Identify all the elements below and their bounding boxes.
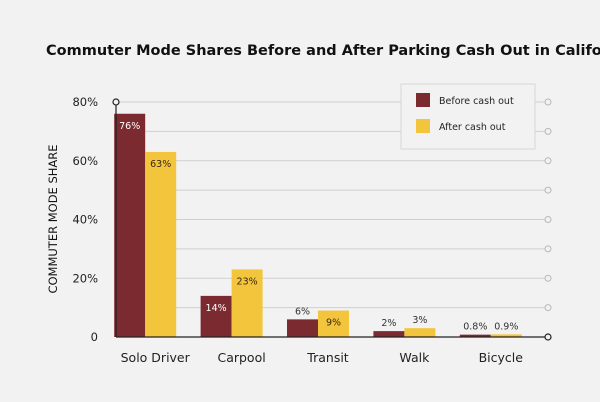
- bars: 76% 63% 14% 23% 6% 9% 2% 3% 0.8% 0.9%: [114, 113, 522, 337]
- legend-swatch-after: [416, 119, 430, 133]
- bar-before: [287, 319, 318, 337]
- y-tick-label: 0: [91, 330, 98, 344]
- bar-after: [404, 328, 436, 337]
- grid-line-end-marker: [544, 186, 552, 194]
- bar-before: [373, 331, 405, 337]
- grid-line-end-marker: [544, 127, 552, 135]
- x-tick-label: Transit: [306, 350, 349, 365]
- bar-after: [145, 151, 177, 337]
- legend-swatch-before: [416, 93, 430, 107]
- chart-title: Commuter Mode Shares Before and After Pa…: [46, 43, 600, 59]
- data-label: 0.9%: [494, 321, 518, 332]
- grid-line-end-marker: [544, 304, 552, 312]
- data-label: 3%: [412, 315, 427, 326]
- legend: Before cash out After cash out: [400, 83, 536, 150]
- data-label: 2%: [381, 318, 396, 329]
- data-label: 23%: [237, 276, 258, 287]
- grid-line-end-marker: [544, 98, 552, 106]
- y-tick-label: 80%: [72, 95, 98, 109]
- y-axis-label: COMMUTER MODE SHARE: [46, 144, 60, 293]
- x-tick-label: Walk: [399, 350, 430, 365]
- legend-label-before: Before cash out: [439, 96, 514, 107]
- bar-after: [318, 310, 349, 337]
- bar-before: [200, 295, 232, 337]
- data-label: 63%: [150, 159, 171, 170]
- grid: [116, 98, 552, 312]
- grid-line-end-marker: [544, 216, 552, 223]
- x-tick-label: Solo Driver: [121, 350, 191, 365]
- bar-after: [490, 334, 522, 337]
- bar-before: [114, 113, 146, 337]
- data-label: 14%: [206, 303, 227, 314]
- x-tick-label: Bicycle: [479, 350, 524, 365]
- y-tick-label: 40%: [72, 213, 98, 227]
- grid-line-end-marker: [544, 245, 552, 253]
- bar-before: [459, 334, 491, 337]
- axes: 0 20% 40% 60% 80% Solo Driver Carpool Transit Wa…: [72, 95, 552, 365]
- data-label: 76%: [119, 121, 140, 132]
- grid-line-end-marker: [544, 274, 552, 282]
- y-tick-label: 20%: [72, 271, 98, 285]
- data-label: 6%: [295, 306, 310, 317]
- grid-line-end-marker: [544, 157, 552, 165]
- legend-label-after: After cash out: [439, 122, 506, 133]
- y-tick-label: 60%: [72, 154, 98, 168]
- x-tick-label: Carpool: [217, 350, 265, 365]
- data-label: 9%: [326, 318, 341, 329]
- data-label: 0.8%: [463, 322, 487, 333]
- bar-after: [231, 269, 263, 337]
- x-axis-end-marker: [544, 333, 552, 341]
- y-axis-end-marker: [112, 98, 120, 106]
